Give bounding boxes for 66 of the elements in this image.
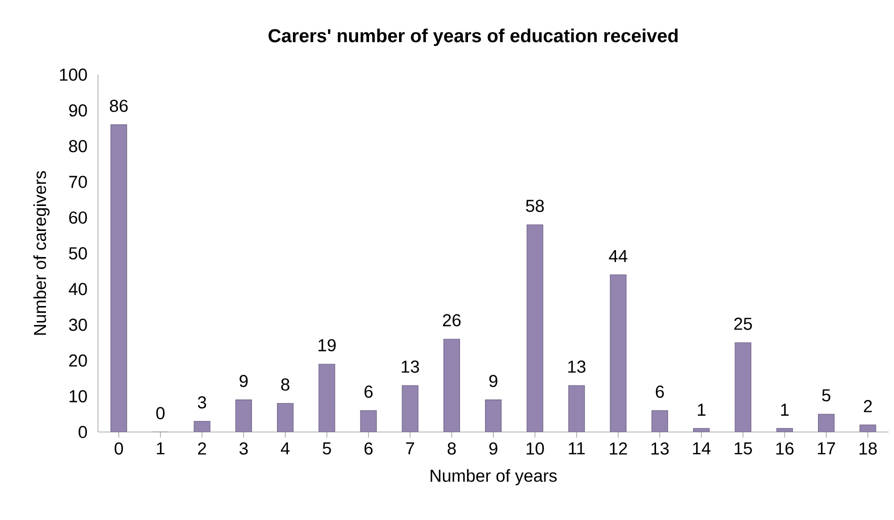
data-label: 1: [781, 404, 789, 416]
x-tick-label: 12: [610, 442, 627, 454]
data-label: 13: [568, 360, 586, 373]
bar: [235, 400, 252, 432]
bar: [276, 403, 294, 432]
bar: [360, 410, 377, 432]
x-tick-label: 4: [280, 442, 290, 454]
x-tick-label: 6: [364, 442, 373, 455]
x-tick-label: 1: [156, 442, 164, 454]
y-tick-label: 10: [70, 390, 87, 402]
data-label: 1: [698, 404, 706, 416]
y-tick-label: 60: [69, 211, 87, 224]
y-tick-label: 40: [68, 282, 87, 296]
data-label: 9: [240, 374, 248, 388]
data-label: 6: [656, 386, 664, 398]
data-label: 0: [156, 407, 165, 420]
data-label: 26: [442, 314, 461, 326]
y-tick-label: 0: [78, 426, 87, 438]
x-tick-label: 10: [526, 442, 544, 455]
x-tick-label: 18: [860, 442, 877, 455]
x-tick-label: 3: [240, 442, 248, 455]
x-tick-label: 5: [322, 442, 331, 454]
y-tick-label: 70: [69, 176, 87, 188]
bar: [485, 400, 502, 432]
bar: [652, 410, 668, 432]
data-label: 9: [489, 374, 498, 388]
x-tick-label: 17: [818, 442, 835, 454]
data-label: 3: [198, 396, 206, 409]
data-label: 13: [402, 360, 419, 373]
data-label: 44: [608, 250, 628, 262]
x-tick-label: 0: [114, 442, 123, 455]
x-tick-label: 13: [651, 442, 669, 455]
data-label: 25: [734, 318, 752, 330]
x-tick-label: 16: [776, 442, 794, 455]
y-tick-label: 50: [69, 247, 87, 260]
y-axis-title: Number of caregivers: [33, 171, 50, 335]
y-tick-label: 20: [69, 354, 87, 367]
y-tick-label: 80: [69, 140, 87, 152]
data-label: 6: [364, 386, 373, 398]
bar: [610, 274, 626, 432]
y-tick-label: 100: [60, 68, 87, 81]
data-label: 2: [864, 400, 872, 412]
x-tick-label: 15: [734, 442, 752, 454]
y-tick-label: 30: [68, 318, 87, 331]
data-label: 19: [318, 339, 336, 352]
x-tick-label: 2: [198, 442, 206, 454]
bar: [568, 385, 585, 432]
data-label: 86: [110, 100, 128, 112]
data-label: 58: [526, 200, 544, 212]
bar: [734, 342, 752, 432]
x-tick-label: 14: [693, 442, 711, 454]
y-tick-label: 90: [69, 104, 87, 117]
bar: [318, 364, 336, 432]
data-label: 5: [822, 389, 830, 402]
x-tick-label: 7: [406, 442, 414, 454]
data-label: 8: [281, 378, 290, 391]
bar: [818, 414, 835, 432]
x-tick-label: 11: [568, 442, 585, 454]
chart-title: Carers' number of years of education received: [268, 28, 678, 46]
x-axis-title: Number of years: [430, 469, 557, 486]
bar: [443, 338, 460, 432]
x-tick-label: 8: [448, 442, 456, 455]
x-tick-label: 9: [489, 442, 498, 455]
bar: [110, 124, 128, 432]
bar: [526, 224, 544, 432]
bar: [402, 385, 418, 432]
